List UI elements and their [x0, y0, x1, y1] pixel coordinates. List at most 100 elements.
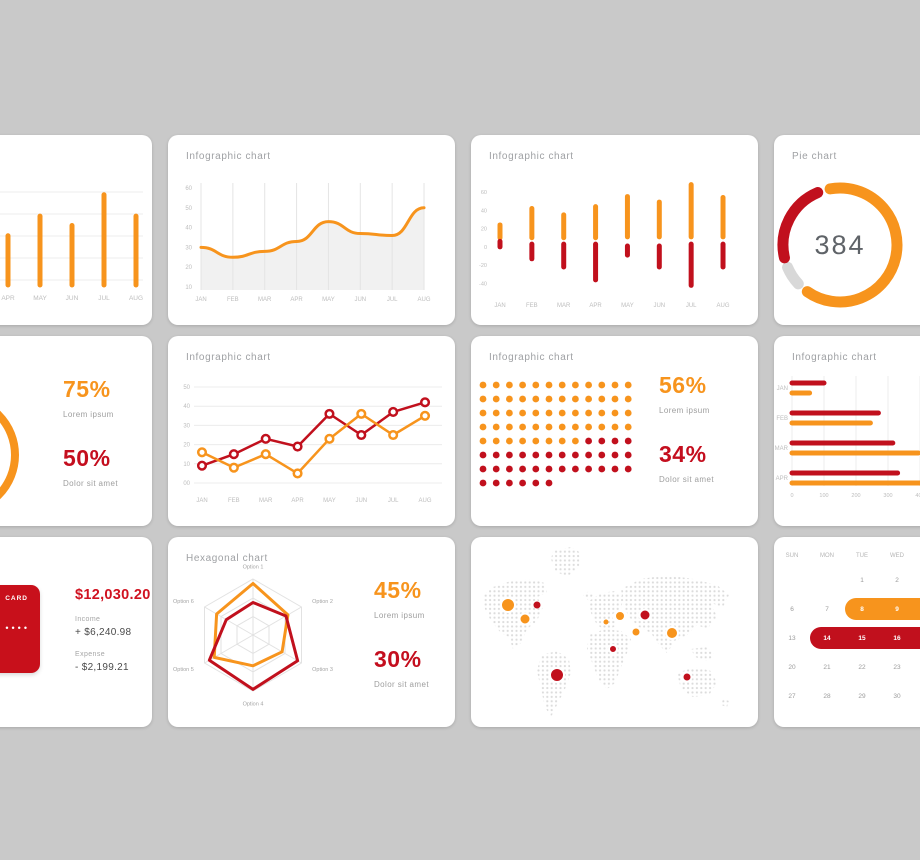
svg-text:200: 200 — [851, 493, 860, 499]
stat-caption: Lorem ipsum — [63, 410, 114, 419]
card-bar-chart[interactable]: APR MAY JUN JUL AUG — [0, 135, 152, 325]
svg-text:JAN: JAN — [195, 297, 206, 303]
stat-item: 56% Lorem ipsum — [659, 372, 749, 415]
card-wallet[interactable]: CARD •••• •••• $12,030.20 Income + $6,24… — [0, 537, 152, 727]
svg-text:16: 16 — [893, 635, 901, 642]
stat-caption: Dolor sit amet — [63, 479, 118, 488]
stat-caption: Lorem ipsum — [374, 611, 425, 620]
credit-card-number: •••• •••• — [0, 623, 30, 633]
stat-value: 50% — [63, 445, 111, 471]
card-dumbbell-chart[interactable]: Infographic chart 60 40 20 0 -20 -40 JAN FEB MAR… — [471, 135, 758, 325]
svg-text:9: 9 — [895, 606, 899, 613]
svg-text:AUG: AUG — [418, 297, 431, 303]
card-title: Infographic chart — [489, 352, 574, 363]
card-radar-chart[interactable]: Hexagonal chart Option 1 Option 2 Option 3… — [168, 537, 455, 727]
svg-text:JUN: JUN — [653, 303, 665, 309]
dot-matrix-chart — [479, 381, 632, 487]
svg-text:Option 2: Option 2 — [312, 599, 333, 605]
svg-text:Option 6: Option 6 — [173, 599, 194, 605]
svg-text:0: 0 — [790, 493, 793, 499]
svg-text:JAN: JAN — [196, 498, 207, 504]
calendar-grid[interactable]: SUNMONTUEWEDTHUFRISAT1234567891011121314… — [774, 537, 920, 727]
svg-text:27: 27 — [788, 693, 796, 700]
card-pie-chart[interactable]: Pie chart 384 — [774, 135, 920, 325]
stats-block: 56% Lorem ipsum 34% Dolor sit amet — [659, 372, 749, 484]
svg-text:APR: APR — [1, 295, 15, 302]
ring-chart — [0, 410, 19, 500]
card-line-chart[interactable]: Infographic chart 50 40 30 20 10 00 JAN FEB MAR A… — [168, 336, 455, 526]
svg-text:30: 30 — [185, 245, 192, 251]
svg-text:JAN: JAN — [494, 303, 505, 309]
svg-text:-20: -20 — [479, 263, 487, 269]
stat-item: 50% Dolor sit amet — [63, 445, 152, 488]
card-horizontal-bars[interactable]: Infographic chart 0 100 200 300 400 JAN FEB MAR… — [774, 336, 920, 526]
card-title: Infographic chart — [186, 151, 271, 162]
svg-text:40: 40 — [183, 404, 190, 410]
stat-caption: Lorem ipsum — [659, 406, 710, 415]
svg-text:10: 10 — [183, 462, 190, 468]
svg-text:APR: APR — [776, 476, 789, 482]
svg-text:22: 22 — [858, 664, 866, 671]
stat-item: 34% Dolor sit amet — [659, 441, 749, 484]
balance-value: $12,030.20 — [75, 587, 151, 603]
svg-text:JUL: JUL — [686, 303, 697, 309]
svg-text:MAY: MAY — [33, 295, 47, 302]
svg-text:APR: APR — [589, 303, 602, 309]
world-map-chart — [483, 547, 729, 717]
svg-text:8: 8 — [860, 606, 864, 613]
card-ring-stats[interactable]: 75% Lorem ipsum 50% Dolor sit amet — [0, 336, 152, 526]
card-title: Infographic chart — [489, 151, 574, 162]
svg-text:15: 15 — [858, 635, 866, 642]
stats-block: 45% Lorem ipsum 30% Dolor sit amet — [374, 577, 455, 689]
donut-chart: 384 — [777, 182, 903, 308]
expense-value: - $2,199.21 — [75, 662, 129, 673]
svg-text:20: 20 — [183, 443, 190, 449]
stat-caption: Dolor sit amet — [659, 475, 714, 484]
wallet-stats: $12,030.20 Income + $6,240.98 Expense - … — [75, 587, 152, 673]
card-calendar[interactable]: SUNMONTUEWEDTHUFRISAT1234567891011121314… — [774, 537, 920, 727]
svg-text:JAN: JAN — [777, 386, 788, 392]
svg-text:30: 30 — [893, 693, 901, 700]
svg-text:28: 28 — [823, 693, 831, 700]
svg-text:MAR: MAR — [775, 446, 789, 452]
svg-text:MAY: MAY — [621, 303, 634, 309]
income-value: + $6,240.98 — [75, 627, 132, 638]
horizontal-bar-chart: 0 100 200 300 400 JAN FEB MAR APR — [775, 376, 920, 499]
svg-text:300: 300 — [883, 493, 892, 499]
svg-text:10: 10 — [185, 285, 192, 291]
card-area-chart[interactable]: Infographic chart 60 50 40 30 20 10 JAN FEB MAR A… — [168, 135, 455, 325]
card-world-map[interactable] — [471, 537, 758, 727]
stat-value: 30% — [374, 646, 422, 672]
credit-card-brand: CARD — [5, 595, 28, 602]
stat-item: 75% Lorem ipsum — [63, 376, 152, 419]
svg-text:MAR: MAR — [557, 303, 571, 309]
svg-text:14: 14 — [823, 635, 831, 642]
svg-text:23: 23 — [893, 664, 901, 671]
svg-text:JUL: JUL — [387, 297, 398, 303]
svg-text:0: 0 — [484, 245, 487, 251]
svg-text:FEB: FEB — [228, 498, 240, 504]
svg-text:100: 100 — [819, 493, 828, 499]
svg-text:MAR: MAR — [258, 297, 272, 303]
svg-text:21: 21 — [823, 664, 831, 671]
vertical-bar-chart: APR MAY JUN JUL AUG — [0, 191, 143, 302]
svg-text:Option 4: Option 4 — [243, 701, 264, 707]
credit-card: CARD •••• •••• — [0, 585, 40, 673]
svg-text:1: 1 — [860, 577, 864, 584]
svg-text:MAY: MAY — [322, 297, 335, 303]
card-title: Pie chart — [792, 151, 837, 162]
card-dot-matrix[interactable]: Infographic chart 56% Lorem ipsum 34% Do… — [471, 336, 758, 526]
svg-text:WED: WED — [890, 553, 905, 559]
svg-text:AUG: AUG — [419, 498, 432, 504]
stat-value: 45% — [374, 577, 422, 603]
svg-text:AUG: AUG — [717, 303, 730, 309]
svg-text:-40: -40 — [479, 282, 487, 288]
stat-value: 56% — [659, 372, 707, 398]
svg-text:29: 29 — [858, 693, 866, 700]
card-title: Infographic chart — [792, 352, 877, 363]
svg-text:JUN: JUN — [66, 295, 79, 302]
svg-text:20: 20 — [481, 227, 487, 233]
svg-text:MAR: MAR — [259, 498, 273, 504]
svg-text:7: 7 — [825, 606, 829, 613]
